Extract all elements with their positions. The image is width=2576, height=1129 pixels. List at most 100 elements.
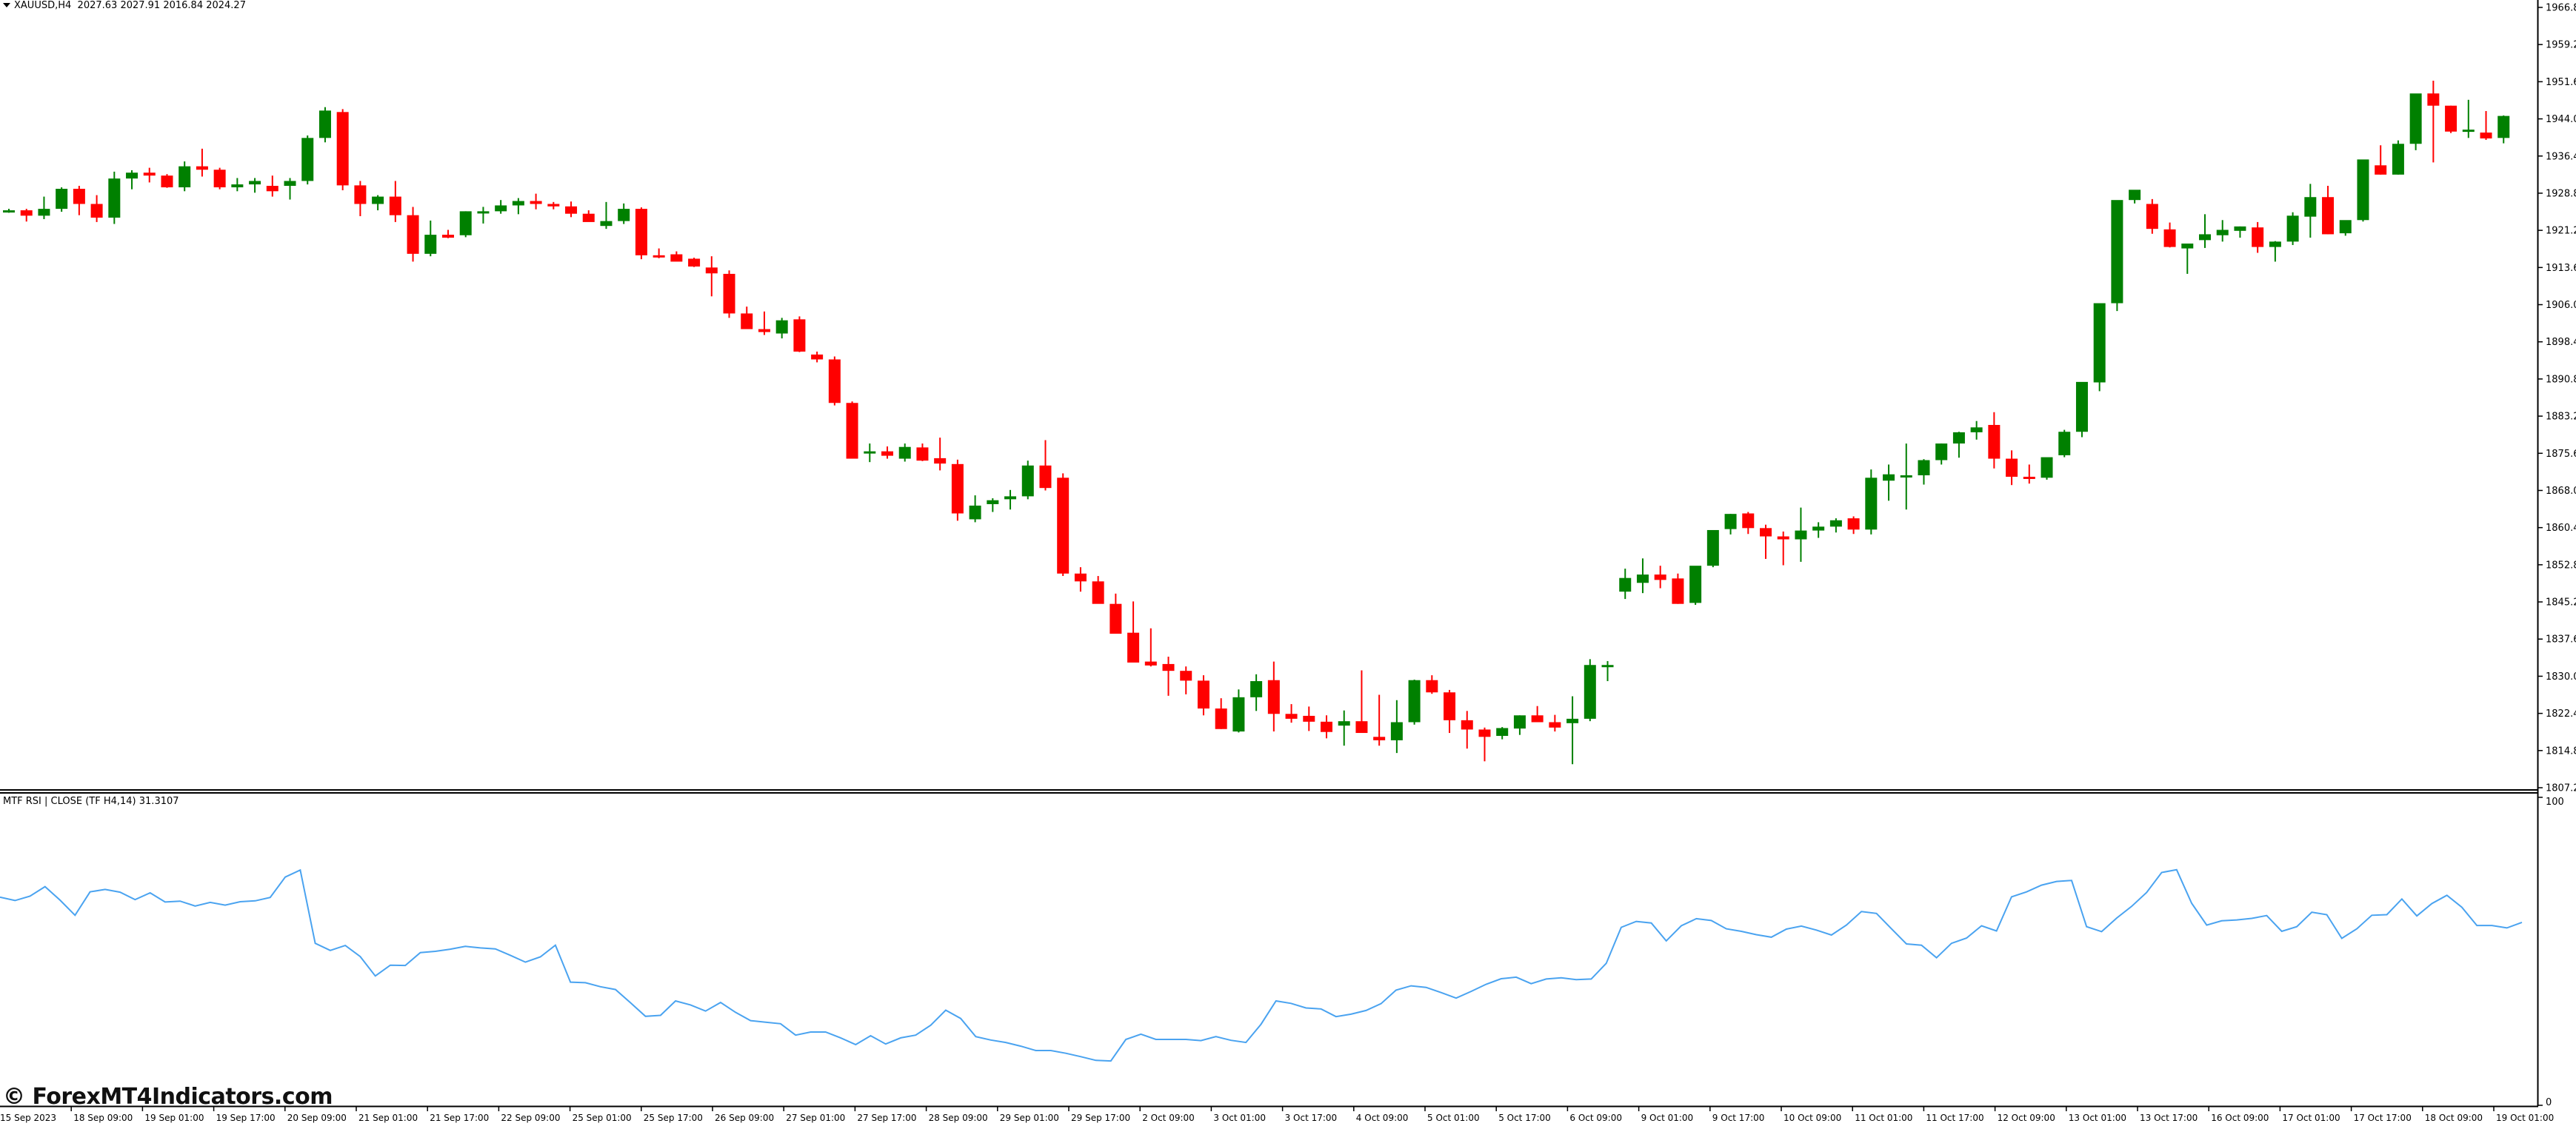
candle [1321, 715, 1332, 739]
candle [618, 203, 630, 224]
candle [1566, 696, 1579, 765]
collapse-triangle-icon[interactable] [3, 2, 10, 7]
ohlc-values: 2027.63 2027.91 2016.84 2024.27 [77, 0, 246, 11]
price-tick-label: 1814.8 [2546, 746, 2576, 757]
candle [459, 211, 472, 238]
candle [1215, 698, 1227, 729]
candle [1461, 711, 1473, 749]
time-tick-label: 29 Sep 17:00 [1071, 1113, 1130, 1123]
candle [2286, 212, 2299, 245]
candle [1918, 459, 1930, 485]
time-tick-label: 20 Sep 09:00 [287, 1113, 347, 1123]
price-tick-label: 1845.2 [2546, 597, 2576, 609]
candle [2375, 145, 2387, 175]
time-tick-label: 19 Oct 01:00 [2496, 1113, 2554, 1123]
time-tick-label: 25 Sep 17:00 [644, 1113, 703, 1123]
candle [108, 171, 121, 224]
price-tick-label: 1951.6 [2546, 77, 2576, 88]
candle [38, 196, 50, 219]
candle [372, 195, 384, 211]
candle [951, 459, 964, 521]
candle [1829, 518, 1842, 533]
time-tick-label: 11 Oct 01:00 [1855, 1113, 1912, 1123]
rsi-tick-label: 0 [2546, 1097, 2552, 1108]
candle [1426, 675, 1438, 694]
time-tick-label: 4 Oct 09:00 [1356, 1113, 1409, 1123]
time-tick-label: 9 Oct 17:00 [1712, 1113, 1765, 1123]
candle [178, 161, 191, 192]
chart-header: XAUUSD,H4 2027.63 2027.91 2016.84 2024.2… [3, 0, 246, 11]
candle [2093, 303, 2106, 392]
candle [582, 210, 595, 222]
time-tick-label: 17 Oct 17:00 [2354, 1113, 2412, 1123]
candle [2181, 243, 2194, 274]
candle [723, 270, 735, 318]
time-tick-label: 6 Oct 09:00 [1569, 1113, 1622, 1123]
price-axis: 1966.8 1959.2 1951.6 1944.0 1936.4 1928.8 1921… [2538, 3, 2576, 794]
time-tick-label: 26 Sep 09:00 [715, 1113, 774, 1123]
candle [2497, 115, 2510, 144]
candle [1812, 522, 1825, 538]
candle [2199, 214, 2211, 248]
candle [2058, 429, 2071, 458]
candle [530, 193, 542, 210]
candle [2041, 457, 2053, 480]
time-tick-label: 3 Oct 17:00 [1285, 1113, 1338, 1123]
price-tick-label: 1928.8 [2546, 188, 2576, 199]
candle [1180, 666, 1192, 694]
time-tick-label: 13 Oct 01:00 [2069, 1113, 2126, 1123]
candle [1724, 514, 1737, 535]
time-tick-label: 21 Sep 17:00 [430, 1113, 489, 1123]
price-tick-label: 1959.2 [2546, 40, 2576, 51]
candle [231, 178, 244, 192]
candle [1549, 714, 1561, 732]
time-tick-label: 10 Oct 09:00 [1783, 1113, 1841, 1123]
candle [2023, 464, 2035, 484]
candle [1162, 657, 1175, 696]
candle [688, 258, 701, 267]
candle [1584, 659, 1596, 722]
candle [389, 181, 401, 222]
candle [73, 186, 85, 215]
candle [1706, 529, 1719, 568]
candle [1232, 689, 1245, 733]
candle [916, 443, 929, 461]
time-tick-label: 11 Oct 17:00 [1926, 1113, 1983, 1123]
indicator-label: MTF RSI | CLOSE (TF H4,14) 31.3107 [3, 796, 179, 807]
candle [934, 438, 947, 471]
candle [846, 401, 858, 459]
price-tick-label: 1944.0 [2546, 114, 2576, 125]
symbol-label: XAUUSD,H4 [14, 0, 72, 11]
candle [1004, 489, 1017, 510]
candle [1074, 567, 1087, 592]
candle [424, 220, 437, 257]
time-tick-label: 27 Sep 01:00 [786, 1113, 845, 1123]
candle [1127, 601, 1140, 663]
candle [2129, 190, 2141, 204]
candle [1883, 464, 1895, 501]
candle [196, 148, 208, 177]
candle [20, 209, 33, 222]
candle [495, 200, 507, 214]
candle [2216, 220, 2229, 242]
candle [1742, 512, 1755, 535]
candle [2339, 220, 2352, 236]
time-tick-label: 5 Oct 01:00 [1427, 1113, 1480, 1123]
candle [1672, 573, 1684, 604]
candle [1865, 469, 1878, 535]
candle [2163, 222, 2176, 248]
candle [2445, 105, 2457, 133]
candle [987, 498, 999, 512]
candle [512, 198, 524, 215]
candle [1373, 694, 1386, 746]
candle [161, 174, 173, 188]
candle [828, 356, 841, 406]
candle [565, 201, 578, 218]
candle [1654, 566, 1666, 589]
time-tick-label: 9 Oct 01:00 [1641, 1113, 1694, 1123]
candle [758, 311, 770, 335]
time-tick-label: 2 Oct 09:00 [1142, 1113, 1195, 1123]
time-tick-label: 25 Sep 01:00 [573, 1113, 632, 1123]
candle [1197, 675, 1209, 716]
